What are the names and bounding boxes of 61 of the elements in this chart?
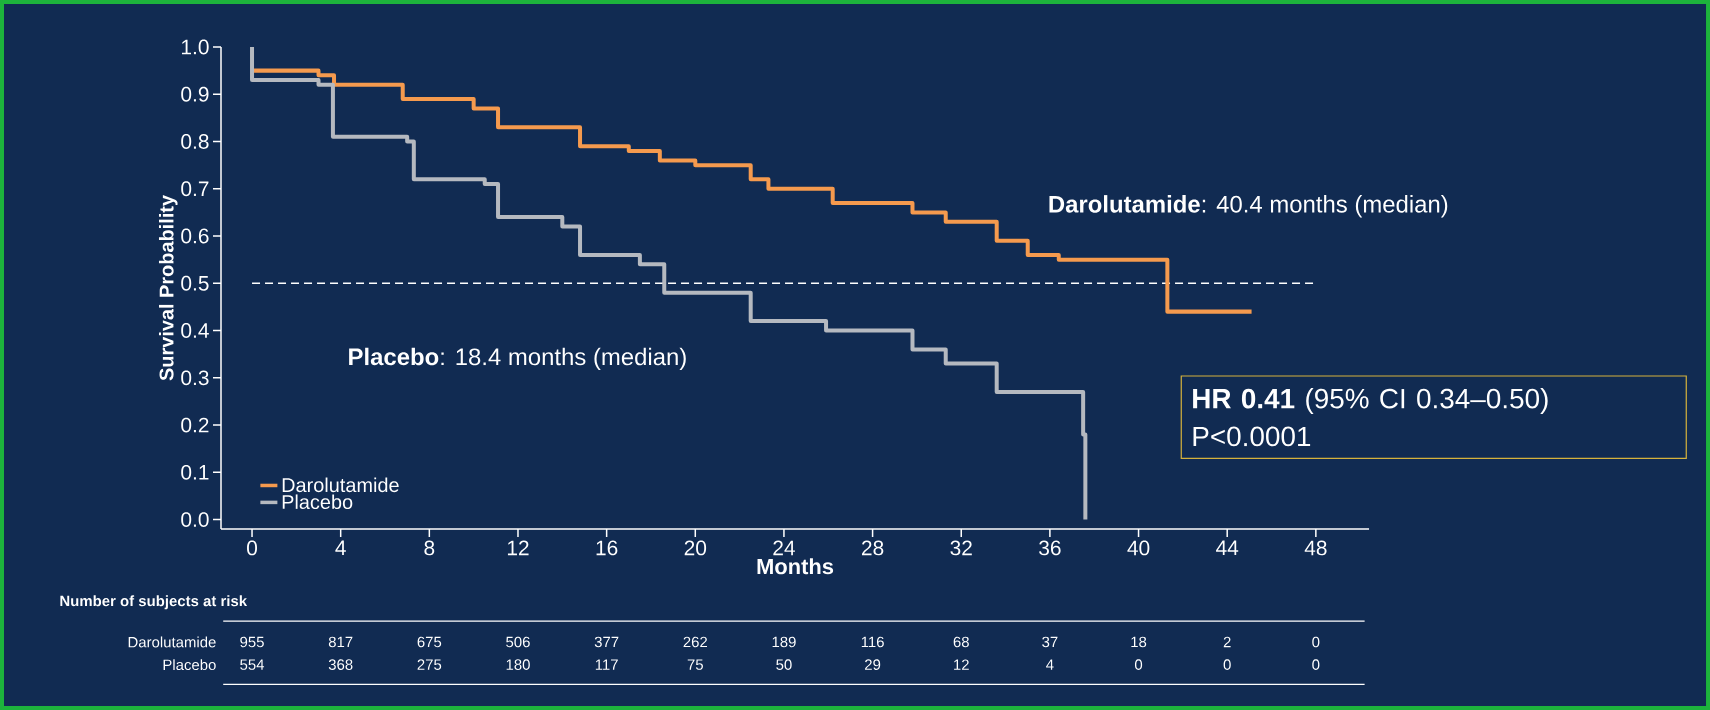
annotation: Placebo: 18.4 months (median): [349, 347, 686, 371]
y-tick-label: 0.0: [181, 512, 209, 527]
x-tick-label: 16: [596, 540, 618, 556]
x-tick-label: 44: [1216, 540, 1239, 555]
y-tick-label: 0.7: [181, 181, 209, 197]
legend-label: Placebo: [282, 494, 353, 510]
text: 0: [1223, 659, 1231, 670]
y-tick-label: 0.4: [181, 323, 209, 338]
text: 18: [1131, 636, 1147, 648]
text: 675: [417, 636, 442, 648]
y-tick-label: 0.8: [181, 134, 209, 149]
text: 117: [595, 659, 618, 670]
text: 817: [328, 636, 353, 648]
x-tick-label: 12: [507, 540, 529, 556]
text: 189: [772, 636, 796, 648]
text: 554: [240, 659, 265, 670]
x-tick-label: 32: [950, 540, 972, 556]
annotation: P<0.0001: [1193, 426, 1311, 447]
text: 116: [861, 636, 884, 648]
text: 262: [683, 636, 707, 648]
text: 68: [953, 636, 969, 648]
y-axis-title: Survival Probability: [158, 195, 178, 381]
text: 2: [1223, 636, 1231, 648]
y-tick-label: 0.9: [181, 86, 209, 102]
x-tick-label: 20: [684, 540, 707, 556]
text: 955: [240, 636, 264, 648]
y-tick-label: 0.3: [181, 370, 209, 386]
y-tick-label: 0.2: [181, 417, 209, 433]
text: 368: [328, 659, 353, 670]
text: Number of subjects at risk: [60, 595, 248, 610]
x-tick-label: 24: [773, 540, 795, 556]
legend-label: Darolutamide: [282, 477, 399, 493]
text: Placebo: [163, 659, 216, 671]
x-axis-title: Months: [757, 558, 834, 575]
x-tick-label: 0: [247, 540, 258, 556]
text: 12: [954, 659, 969, 670]
x-tick-label: 40: [1127, 540, 1150, 556]
text: 0: [1134, 659, 1143, 670]
text: 37: [1042, 636, 1058, 648]
text: 50: [776, 659, 792, 670]
x-tick-label: 36: [1039, 540, 1061, 556]
text: 275: [417, 659, 442, 670]
text: 377: [594, 636, 619, 648]
annotation: Darolutamide: 40.4 months (median): [1049, 195, 1448, 218]
text: 29: [865, 659, 881, 670]
text: Darolutamide: [128, 636, 216, 648]
x-tick-label: 28: [862, 540, 884, 556]
annotation: HR 0.41 (95% CI 0.34–0.50): [1193, 388, 1548, 415]
text: 506: [506, 636, 530, 648]
y-tick-label: 0.5: [181, 275, 209, 291]
text: 0: [1312, 636, 1320, 648]
text: 180: [506, 659, 530, 670]
x-tick-label: 8: [424, 540, 435, 556]
y-tick-label: 0.6: [181, 228, 209, 244]
y-tick-label: 1.0: [181, 39, 209, 55]
x-tick-label: 4: [335, 540, 346, 555]
x-tick-label: 48: [1304, 540, 1327, 556]
text: 4: [1046, 659, 1054, 670]
y-tick-label: 0.1: [181, 464, 209, 480]
text: 75: [687, 659, 703, 670]
text: 0: [1312, 659, 1320, 670]
